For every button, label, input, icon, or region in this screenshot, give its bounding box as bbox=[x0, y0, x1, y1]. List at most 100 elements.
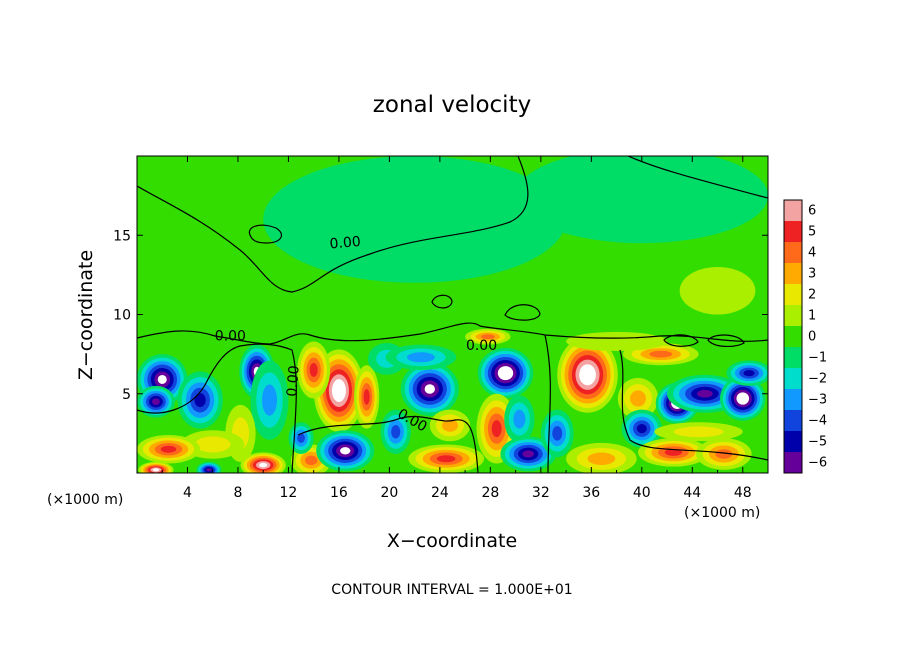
field-blob bbox=[654, 422, 743, 442]
colorbar-swatch bbox=[784, 326, 802, 348]
field-blob bbox=[540, 409, 574, 458]
field-level bbox=[194, 436, 231, 453]
field-blob bbox=[138, 461, 174, 473]
field-blob bbox=[465, 328, 511, 345]
field-level bbox=[259, 462, 268, 468]
field-blob bbox=[515, 156, 768, 244]
x-unit-left: (×1000 m) bbox=[47, 492, 123, 508]
field-blob bbox=[720, 376, 766, 421]
field-blob bbox=[504, 395, 535, 443]
zero-contour-loop bbox=[248, 224, 283, 244]
field-level bbox=[206, 468, 212, 472]
field-level bbox=[673, 426, 724, 438]
field-level bbox=[501, 369, 510, 378]
colorbar-label: −3 bbox=[808, 393, 827, 408]
colorbar-label: 6 bbox=[808, 204, 816, 219]
field-blob bbox=[263, 156, 567, 283]
field-level bbox=[515, 156, 768, 244]
field-blob bbox=[400, 362, 459, 416]
field-level bbox=[636, 423, 647, 434]
field-blob bbox=[196, 461, 222, 473]
field-blob bbox=[137, 434, 201, 464]
field-blob bbox=[408, 444, 485, 473]
field-level bbox=[552, 426, 563, 441]
field-level bbox=[391, 425, 401, 439]
zero-contour-small-blob3 bbox=[663, 334, 699, 347]
colorbar-swatch bbox=[784, 347, 802, 369]
x-tick-label: 24 bbox=[431, 485, 449, 501]
zero-contour-boundary bbox=[137, 322, 768, 345]
field-blob bbox=[316, 430, 375, 472]
y-axis-label: Z−coordinate bbox=[75, 250, 97, 380]
zero-contour-small-blob4 bbox=[707, 334, 745, 347]
colorbar-swatch bbox=[784, 263, 802, 285]
field-level bbox=[664, 448, 683, 456]
colorbar-label: −5 bbox=[808, 435, 827, 450]
colorbar-label: −1 bbox=[808, 351, 827, 366]
field-level bbox=[152, 398, 160, 405]
field-level bbox=[334, 384, 343, 398]
field-blob bbox=[137, 385, 175, 418]
field-blob bbox=[477, 347, 534, 399]
field-level bbox=[305, 455, 318, 466]
field-level bbox=[309, 362, 318, 377]
zero-contour-right bbox=[544, 334, 551, 473]
field-level bbox=[582, 368, 593, 381]
field-blob bbox=[617, 377, 659, 420]
field-blob bbox=[679, 266, 756, 315]
field-blob bbox=[696, 438, 752, 470]
colorbar-label: −2 bbox=[808, 372, 827, 387]
colorbar-swatch bbox=[784, 389, 802, 411]
x-tick-label: 36 bbox=[582, 485, 600, 501]
x-tick-label: 12 bbox=[280, 485, 298, 501]
colorbar-swatch bbox=[784, 431, 802, 453]
zero-contour-left-cell bbox=[137, 343, 297, 473]
field-level bbox=[491, 420, 502, 438]
velocity-field bbox=[137, 156, 768, 473]
colorbar-frame bbox=[783, 199, 803, 474]
field-blob bbox=[297, 341, 331, 399]
colorbar: 6 5 4 3 2 1 0 −1 −2 −3 −4 −5 −6 bbox=[783, 199, 827, 474]
x-tick-label: 8 bbox=[233, 485, 242, 501]
field-level bbox=[340, 447, 351, 455]
x-tick-label: 32 bbox=[532, 485, 550, 501]
field-level bbox=[436, 455, 456, 463]
x-tick-label: 16 bbox=[330, 485, 348, 501]
x-tick-label: 48 bbox=[734, 485, 752, 501]
contour-label: 0.00 bbox=[466, 338, 497, 354]
field-level bbox=[407, 352, 435, 363]
x-tick-label: 4 bbox=[183, 485, 192, 501]
zero-contour-upper bbox=[137, 156, 529, 293]
y-tick-label: 10 bbox=[113, 308, 131, 324]
zero-contour-right2 bbox=[619, 349, 768, 461]
field-blob bbox=[288, 422, 314, 454]
colorbar-swatch bbox=[784, 452, 802, 474]
chart-title: zonal velocity bbox=[373, 92, 531, 118]
x-axis-label: X−coordinate bbox=[387, 530, 517, 552]
colorbar-label: 2 bbox=[808, 288, 816, 303]
colorbar-label: 1 bbox=[808, 309, 816, 324]
field-level bbox=[743, 370, 755, 377]
x-tick-label: 40 bbox=[633, 485, 651, 501]
field-level bbox=[566, 331, 668, 351]
field-level bbox=[696, 277, 739, 305]
field-level bbox=[160, 445, 177, 453]
field-blob bbox=[380, 409, 411, 454]
colorbar-swatch bbox=[784, 305, 802, 327]
field-level bbox=[522, 450, 534, 458]
colorbar-label: −6 bbox=[808, 456, 827, 471]
field-level bbox=[630, 390, 646, 407]
zero-contour-upper-right bbox=[627, 156, 768, 199]
field-level bbox=[715, 449, 733, 459]
field-level bbox=[424, 384, 435, 394]
field-level bbox=[697, 389, 713, 398]
field-level bbox=[152, 468, 160, 472]
colorbar-swatch bbox=[784, 410, 802, 432]
field-level bbox=[262, 384, 277, 416]
field-blob bbox=[240, 452, 286, 473]
colorbar-swatch bbox=[784, 221, 802, 243]
x-tick-label: 44 bbox=[683, 485, 701, 501]
field-level bbox=[194, 393, 206, 408]
zero-contour-small-blob2 bbox=[504, 304, 541, 321]
